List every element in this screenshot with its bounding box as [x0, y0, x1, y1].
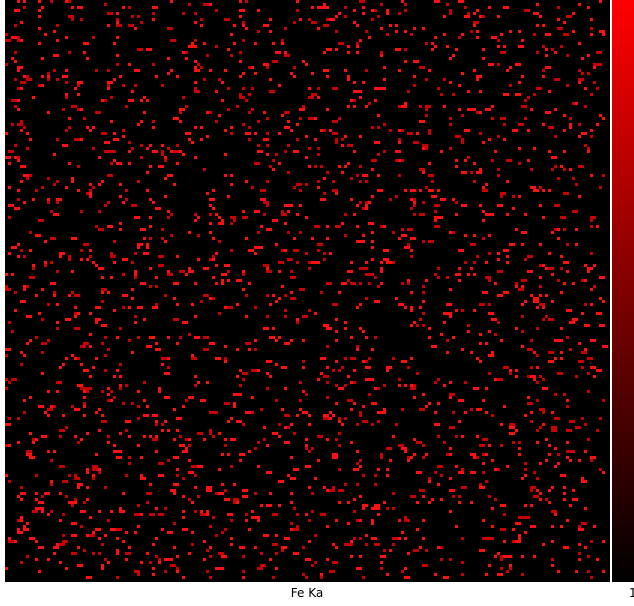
scale-label: 1 — [629, 585, 634, 601]
color-scale — [612, 0, 634, 582]
element-label: Fe Ka — [291, 585, 323, 601]
page: {"map": {"label": "Fe Ka", "scale_label"… — [0, 0, 634, 606]
element-map — [0, 0, 634, 584]
